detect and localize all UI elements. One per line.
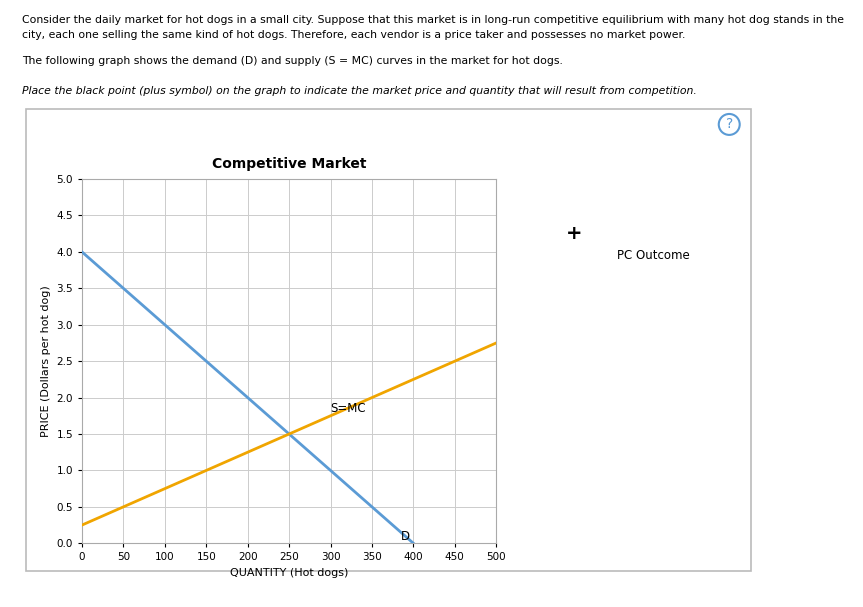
Text: ?: ? xyxy=(726,117,733,132)
Y-axis label: PRICE (Dollars per hot dog): PRICE (Dollars per hot dog) xyxy=(41,285,51,437)
Text: D: D xyxy=(401,531,410,543)
Text: Place the black point (plus symbol) on the graph to indicate the market price an: Place the black point (plus symbol) on t… xyxy=(22,86,696,96)
Text: Consider the daily market for hot dogs in a small city. Suppose that this market: Consider the daily market for hot dogs i… xyxy=(22,15,843,25)
Text: +: + xyxy=(565,224,583,243)
X-axis label: QUANTITY (Hot dogs): QUANTITY (Hot dogs) xyxy=(230,568,349,578)
Text: The following graph shows the demand (D) and supply (S = MC) curves in the marke: The following graph shows the demand (D)… xyxy=(22,56,563,66)
Text: city, each one selling the same kind of hot dogs. Therefore, each vendor is a pr: city, each one selling the same kind of … xyxy=(22,30,685,40)
Text: PC Outcome: PC Outcome xyxy=(617,249,690,262)
Text: S=MC: S=MC xyxy=(331,402,366,415)
Title: Competitive Market: Competitive Market xyxy=(211,157,367,171)
